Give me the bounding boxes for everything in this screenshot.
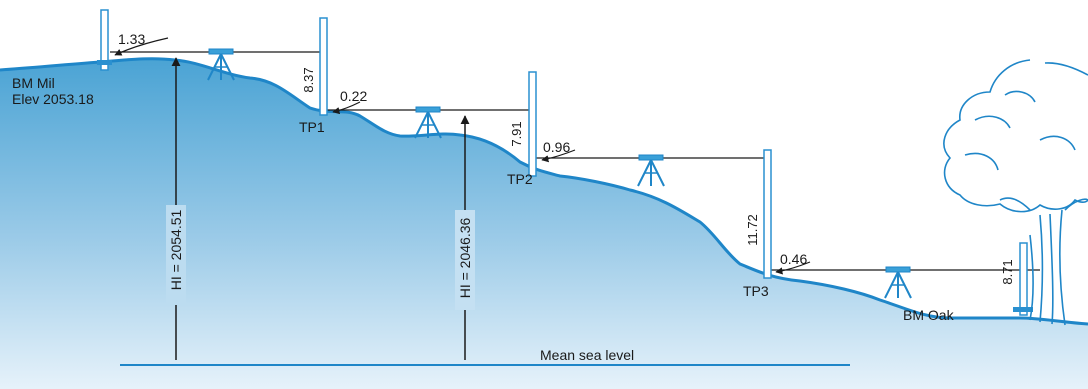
ground-line [0,57,1088,326]
turning-point-label: TP2 [507,171,533,187]
bm-mil-name: BM Mil [12,75,55,91]
leveling-rod-icon [763,149,772,279]
leveling-rod-icon [319,17,328,116]
turning-point-label: TP3 [743,283,769,299]
reading-backsight-tp2: 0.96 [543,139,570,155]
leveling-rod-icon [528,71,537,177]
reading-foresight-tp2: 7.91 [509,121,524,146]
backsight-arrow [114,37,169,56]
reading-backsight-tp3: 0.46 [780,251,807,267]
hi-1-label: HI = 2054.51 [168,210,184,291]
turning-point-label: TP1 [299,119,325,135]
backsight-arrow [332,101,361,115]
backsight-arrow [541,149,576,163]
leveling-rod-icon [1013,242,1033,316]
tripod-level-icon [637,154,665,187]
tree-icon [943,59,1088,326]
bm-oak-name: BM Oak [903,307,955,323]
reading-backsight-tp1: 0.22 [340,88,367,104]
reading-foresight-tp1: 8.37 [301,67,316,92]
reading-foresight-bm-oak: 8.71 [1000,259,1015,284]
hi-2-label: HI = 2046.36 [457,218,473,299]
terrain-area [0,58,1088,389]
backsight-arrow [775,261,811,275]
mean-sea-level-label: Mean sea level [540,347,634,363]
tripod-level-icon [884,266,912,299]
reading-backsight-bm-mil: 1.33 [118,31,145,47]
bm-mil-elevation: Elev 2053.18 [12,91,94,107]
reading-foresight-tp3: 11.72 [745,214,760,246]
leveling-rod-icon [97,9,112,71]
